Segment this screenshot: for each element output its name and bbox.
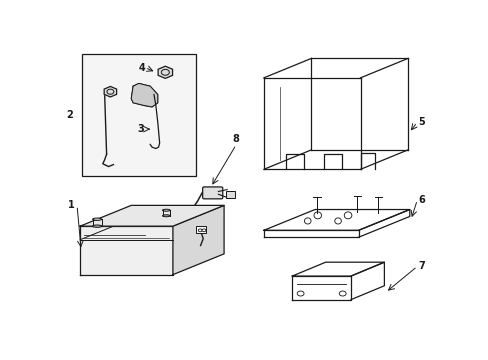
Ellipse shape bbox=[162, 215, 170, 217]
Text: 3: 3 bbox=[137, 124, 143, 134]
Circle shape bbox=[198, 229, 202, 232]
Ellipse shape bbox=[92, 225, 102, 227]
Bar bbox=[225, 191, 235, 198]
Polygon shape bbox=[292, 262, 384, 276]
Text: 1: 1 bbox=[68, 201, 75, 210]
Text: 6: 6 bbox=[417, 195, 424, 205]
Polygon shape bbox=[131, 84, 158, 107]
Polygon shape bbox=[80, 226, 173, 275]
Ellipse shape bbox=[162, 209, 170, 211]
Polygon shape bbox=[158, 66, 172, 78]
Bar bbox=[82, 54, 195, 176]
Circle shape bbox=[202, 229, 205, 232]
Polygon shape bbox=[80, 205, 224, 226]
Polygon shape bbox=[104, 86, 117, 97]
Polygon shape bbox=[173, 205, 224, 275]
FancyBboxPatch shape bbox=[202, 187, 223, 199]
Text: 7: 7 bbox=[417, 261, 424, 271]
Text: 2: 2 bbox=[66, 110, 73, 120]
Text: 4: 4 bbox=[139, 63, 145, 73]
Bar bbox=[196, 226, 206, 233]
Polygon shape bbox=[264, 210, 409, 230]
Text: 5: 5 bbox=[417, 117, 424, 127]
Text: 8: 8 bbox=[232, 134, 239, 144]
Ellipse shape bbox=[92, 218, 102, 220]
